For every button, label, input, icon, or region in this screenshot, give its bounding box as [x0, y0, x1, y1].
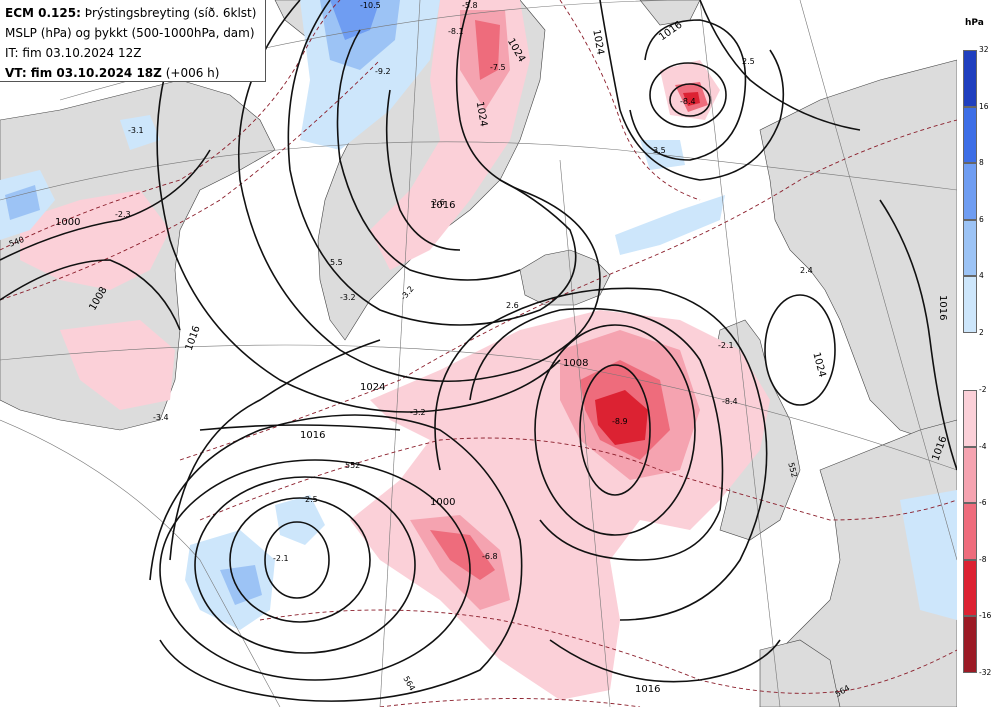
fall-swatch	[963, 559, 977, 617]
change-label: -9.2	[375, 67, 391, 76]
valid-time-label: VT: fim 03.10.2024 18Z	[5, 66, 162, 80]
map-title: Þrýstingsbreyting (síð. 6klst)	[84, 6, 257, 20]
rise-tick-label: 6	[979, 214, 984, 224]
isobar-label: 1016	[635, 684, 660, 695]
fall-tick-label: -32	[979, 668, 992, 677]
change-label: -3.2	[340, 293, 356, 302]
map-title-box: ECM 0.125: Þrýstingsbreyting (síð. 6klst…	[0, 0, 266, 82]
change-label: 3.5	[653, 146, 666, 155]
rise-swatch	[963, 106, 977, 164]
rise-swatch	[963, 50, 977, 107]
isobar-label: 1016	[937, 295, 948, 320]
rise-tick-label: 2	[979, 328, 984, 337]
fall-swatch	[963, 446, 977, 504]
change-label: -6.8	[482, 552, 498, 561]
change-label: -10.5	[360, 1, 381, 10]
change-label: 5.5	[330, 258, 343, 267]
isobar-label: 1000	[430, 497, 455, 508]
title-line-1: ECM 0.125: Þrýstingsbreyting (síð. 6klst…	[5, 3, 260, 23]
change-label: -2.1	[273, 554, 289, 563]
change-label: -3.2	[410, 408, 426, 417]
change-label: -3.4	[153, 413, 169, 422]
isobar-label: 1016	[300, 430, 325, 441]
rise-swatch	[963, 219, 977, 277]
change-label: 2.6	[432, 198, 445, 207]
change-label: -5.8	[462, 1, 478, 10]
change-label: 2.6	[506, 301, 519, 310]
color-legend: hPa 32 16 8 6 4 2 -2 -4 -6 -8 -16 -32	[957, 0, 1000, 707]
change-label: -3.1	[128, 126, 144, 135]
thickness-label: 552	[786, 461, 799, 478]
fall-tick-label: -4	[979, 441, 987, 451]
change-label: -8.4	[680, 97, 696, 106]
fall-swatch	[963, 390, 977, 447]
rise-tick-label: 32	[979, 45, 989, 54]
change-label: -8.1	[448, 27, 464, 36]
change-label: -2.3	[115, 210, 131, 219]
isobar-label: 1008	[563, 358, 588, 369]
fall-tick-label: -2	[979, 385, 987, 394]
change-label: -2.1	[718, 341, 734, 350]
fall-swatch	[963, 616, 977, 673]
change-label: -8.4	[722, 397, 738, 406]
change-label: -8.9	[612, 417, 628, 426]
fall-swatch	[963, 503, 977, 560]
rise-tick-label: 8	[979, 158, 984, 168]
legend-unit: hPa	[965, 18, 984, 28]
init-time: IT: fim 03.10.2024 12Z	[5, 46, 142, 60]
isobars	[0, 0, 958, 702]
fall-tick-label: -16	[979, 611, 992, 621]
title-line-2: MSLP (hPa) og þykkt (500-1000hPa, dam)	[5, 26, 255, 40]
land-iberia	[759, 639, 841, 707]
change-label: 2.5	[305, 495, 318, 504]
isobar-label: 1024	[474, 101, 489, 128]
change-labels: -10.5 -5.8 -8.1 -7.5 -9.2 -3.1 2.6 -2.3 …	[115, 1, 813, 563]
model-name: ECM 0.125:	[5, 6, 81, 20]
thickness-label: 552	[345, 461, 360, 470]
forecast-hour: (+006 h)	[165, 66, 220, 80]
fall-tick-label: -6	[979, 498, 987, 508]
isobar-label: 1024	[360, 382, 385, 393]
rise-swatch	[963, 276, 977, 333]
change-label: -7.5	[490, 63, 506, 72]
land-scandinavia	[759, 59, 958, 441]
valid-time: VT: fim 03.10.2024 18Z (+006 h)	[5, 63, 260, 83]
isobar-label: 1000	[55, 217, 80, 228]
isobar-label: 1016	[430, 200, 455, 211]
fall-tick-label: -8	[979, 554, 987, 564]
isobar-label: 1024	[590, 29, 605, 56]
rise-tick-label: 16	[979, 101, 989, 111]
change-label: 2.5	[742, 57, 755, 66]
rise-swatch	[963, 163, 977, 220]
thickness-contours	[0, 0, 958, 707]
rise-tick-label: 4	[979, 271, 984, 281]
change-label: 2.4	[800, 266, 813, 275]
